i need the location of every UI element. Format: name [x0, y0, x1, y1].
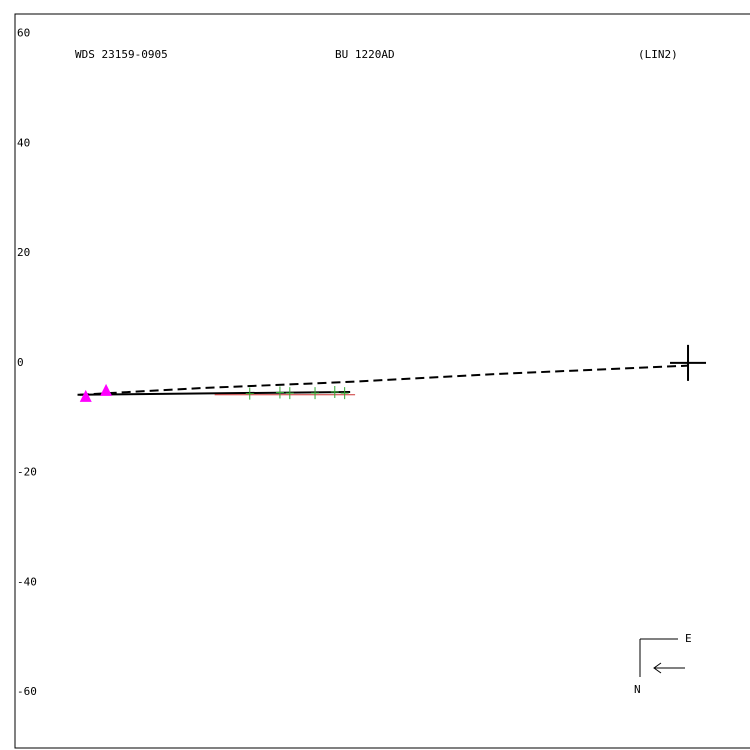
y-tick-label: 0: [17, 356, 24, 369]
plus-point: [285, 387, 294, 400]
plus-point: [330, 385, 339, 398]
y-tick-label: -20: [17, 466, 37, 479]
y-tick-label: 20: [17, 246, 30, 259]
triangle-point: [100, 383, 113, 396]
plot-frame: [14, 13, 750, 749]
y-tick-label: 60: [17, 27, 30, 40]
plus-point: [340, 387, 349, 400]
compass-label: E: [685, 632, 692, 645]
chart-title: WDS 23159-0905: [75, 48, 168, 61]
y-tick-label: -40: [17, 575, 37, 588]
triangle-point: [79, 389, 92, 402]
dashed-line: [79, 364, 689, 396]
y-tick-label: 40: [17, 136, 30, 149]
line: [77, 390, 351, 396]
plus-point: [311, 387, 320, 400]
primary-star: [670, 344, 707, 381]
compass: E N: [634, 632, 692, 696]
plus-point: [275, 386, 284, 399]
y-tick-label: -60: [17, 685, 37, 698]
chart-title: BU 1220AD: [335, 48, 395, 61]
plus-point: [245, 387, 254, 400]
compass-label: N: [634, 683, 641, 696]
motion-arrow-head: [653, 662, 662, 674]
chart-title: (LIN2): [638, 48, 678, 61]
